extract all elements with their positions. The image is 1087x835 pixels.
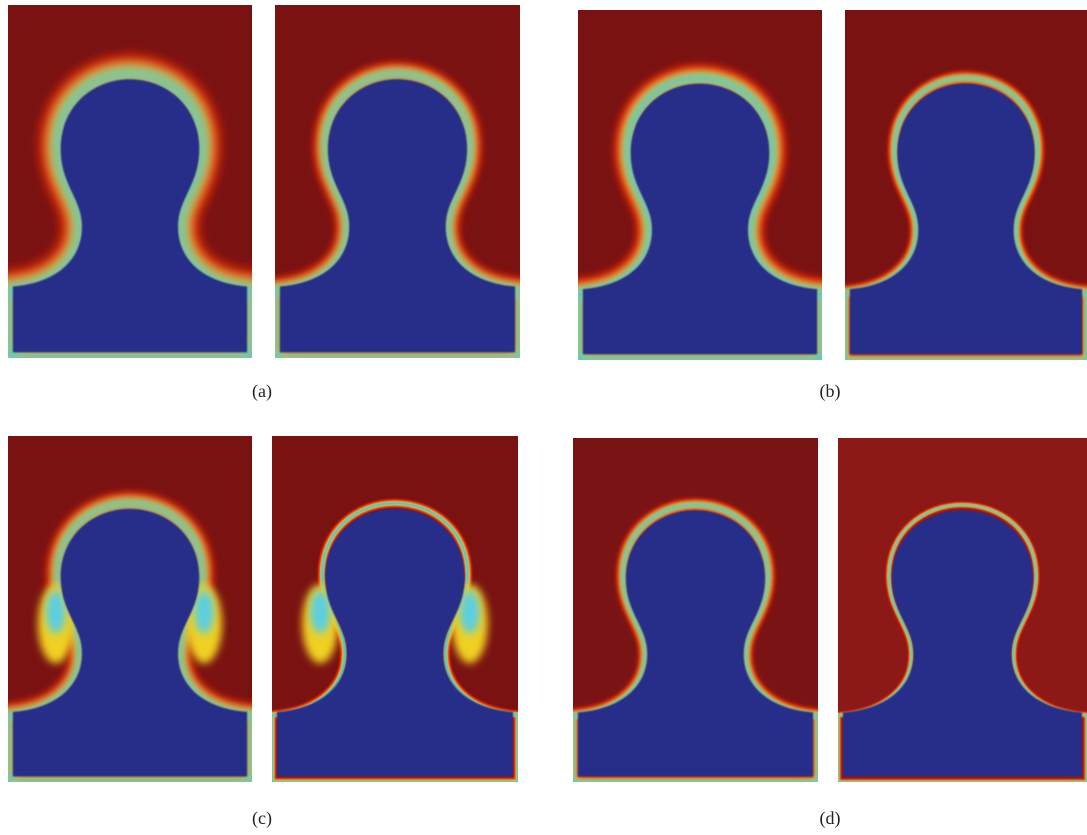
interface [272,498,518,782]
interface [838,501,1087,782]
interface [8,55,252,358]
simulation-panel [838,438,1087,782]
interface-cyan [8,500,252,782]
heavy-fluid [577,510,814,777]
heavy-fluid [842,510,1082,777]
simulation-panel [8,5,252,358]
simulation-panel [8,436,252,782]
interface-cyan [573,503,818,782]
heavy-fluid [582,83,818,355]
caption: (b) [820,381,841,402]
vortex-cyan [45,590,66,634]
interface-cyan [272,502,518,782]
interface-cyan [845,76,1087,360]
interface-cyan [275,70,520,358]
heavy-fluid [12,79,248,353]
interface-cyan [578,74,822,360]
interface [845,71,1087,360]
simulation-panel [275,5,520,358]
simulation-panel [578,10,822,360]
interface [573,498,818,782]
caption: (c) [252,808,272,829]
heavy-fluid [12,508,248,777]
heavy-fluid [849,83,1083,355]
simulation-panel [272,436,518,782]
heavy-fluid [276,508,514,777]
interface [275,62,520,358]
simulation-panel [845,10,1087,360]
interface-cyan [8,68,252,358]
heavy-fluid [279,79,516,353]
vortex-cyan [194,590,215,634]
interface [8,492,252,782]
caption: (a) [252,381,272,402]
vortex-cyan [459,590,480,634]
simulation-panel [573,438,818,782]
interface [578,64,822,360]
caption: (d) [820,808,841,829]
interface-cyan [838,503,1087,782]
vortex-cyan [310,590,331,634]
